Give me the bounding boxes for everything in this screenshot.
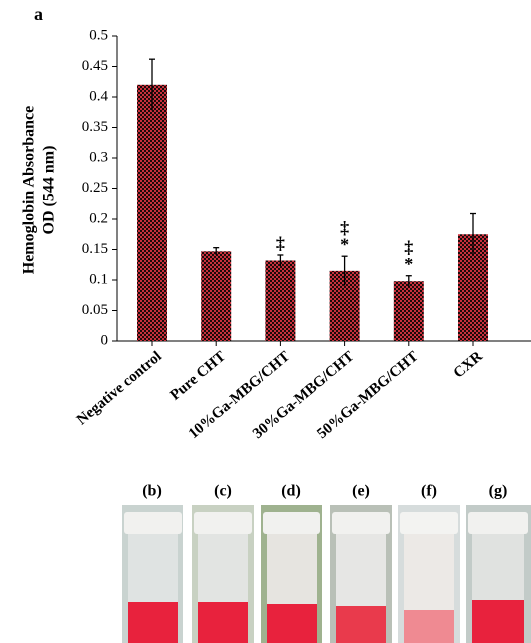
panel-label: (e): [352, 483, 370, 500]
y-tick-label: 0.5: [89, 27, 108, 43]
bar: [137, 85, 167, 341]
y-tick-label: 0.05: [82, 302, 108, 318]
photo: [330, 505, 392, 643]
y-axis-title: Hemoglobin Absorbance: [21, 106, 38, 274]
y-tick-label: 0.2: [89, 210, 108, 226]
photo: [466, 505, 531, 643]
y-tick-label: 0.45: [82, 58, 108, 74]
bar: [201, 251, 231, 341]
y-tick-label: 0.4: [89, 88, 108, 104]
panel-label: (b): [142, 483, 162, 500]
y-tick-label: 0.25: [82, 180, 108, 196]
panel-letter: a: [34, 4, 43, 24]
x-tick-label: Negative control: [74, 348, 165, 428]
y-tick-label: 0.1: [89, 271, 108, 287]
x-tick-label: Pure CHT: [168, 348, 229, 403]
bar: [265, 260, 295, 341]
significance-mark: *: [340, 234, 349, 254]
photo: [192, 505, 254, 643]
photo: [122, 505, 183, 643]
panel-label: (d): [281, 483, 301, 500]
photo: [398, 505, 460, 643]
significance-mark: *: [404, 254, 413, 274]
x-tick-label: CXR: [451, 348, 486, 381]
significance-mark: ‡: [276, 233, 285, 253]
bar: [394, 281, 424, 341]
chart: a Hemoglobin Absorbance OD (544 nm) 0 0.0…: [0, 0, 531, 643]
panel-label: (c): [214, 483, 232, 500]
photos: [122, 505, 531, 643]
panel-label: (f): [421, 483, 437, 500]
y-tick-label: 0.15: [82, 241, 108, 257]
y-tick-label: 0: [101, 332, 109, 348]
y-tick-label: 0.3: [89, 149, 108, 165]
photo: [261, 505, 322, 643]
panel-label: (g): [489, 483, 508, 500]
y-axis-title: OD (544 nm): [41, 146, 58, 235]
y-tick-label: 0.35: [82, 119, 108, 135]
